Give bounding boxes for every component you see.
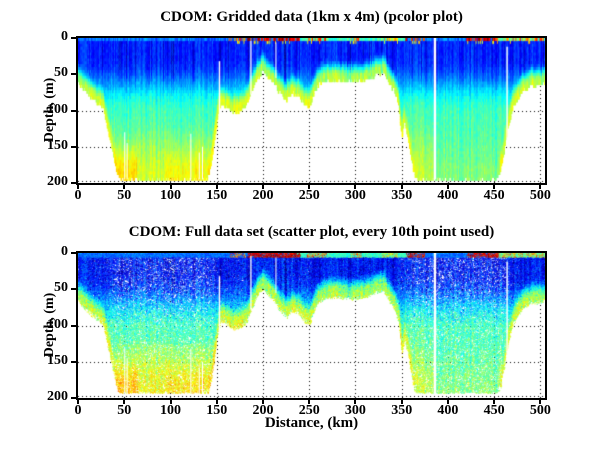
x-tick-label: 300 xyxy=(344,188,366,203)
x-tick-mark xyxy=(493,400,496,404)
y-tick-mark xyxy=(71,360,76,363)
x-tick-label: 400 xyxy=(437,188,459,203)
y-tick-label: 100 xyxy=(47,316,68,332)
x-tick-label: 100 xyxy=(160,188,181,203)
y-tick-mark xyxy=(71,73,76,76)
x-tick-label: 0 xyxy=(74,188,82,203)
x-tick-mark xyxy=(400,185,403,189)
x-tick-mark xyxy=(77,400,79,404)
x-axis-label: Distance, (km) xyxy=(264,415,359,431)
x-tick-mark xyxy=(169,400,172,404)
y-tick-label: 50 xyxy=(54,65,68,81)
x-tick-mark xyxy=(123,185,126,189)
x-tick-mark xyxy=(77,185,79,189)
top-plot-area xyxy=(76,36,547,185)
y-tick-mark xyxy=(71,109,76,112)
x-tick-mark xyxy=(354,400,357,404)
x-tick-mark xyxy=(262,185,264,189)
y-tick-mark xyxy=(71,324,76,327)
x-tick-mark xyxy=(446,185,449,189)
y-tick-mark xyxy=(71,397,76,399)
x-tick-label: 250 xyxy=(298,188,320,203)
y-tick-label: 0 xyxy=(61,244,68,259)
x-tick-label: 500 xyxy=(529,403,551,418)
x-tick-mark xyxy=(354,185,357,189)
x-tick-label: 0 xyxy=(74,403,82,418)
x-tick-label: 450 xyxy=(483,188,505,203)
x-tick-label: 50 xyxy=(117,403,132,418)
y-tick-label: 150 xyxy=(47,352,68,368)
y-tick-label: 50 xyxy=(54,280,68,296)
x-tick-mark xyxy=(446,400,449,404)
x-tick-label: 250 xyxy=(298,403,320,418)
x-tick-label: 350 xyxy=(391,403,413,418)
x-tick-mark xyxy=(400,400,403,404)
x-tick-label: 150 xyxy=(206,403,228,418)
x-tick-mark xyxy=(169,185,172,189)
y-tick-mark xyxy=(71,252,76,254)
y-tick-label: 100 xyxy=(47,101,68,117)
x-tick-mark xyxy=(308,185,311,189)
x-tick-label: 400 xyxy=(437,403,459,418)
x-tick-mark xyxy=(262,400,264,404)
top-plot-title: CDOM: Gridded data (1km x 4m) (pcolor pl… xyxy=(160,9,463,25)
x-tick-label: 500 xyxy=(529,188,551,203)
x-tick-mark xyxy=(539,185,542,189)
x-tick-mark xyxy=(123,400,126,404)
pcolor-plot-canvas xyxy=(78,38,545,183)
x-tick-label: 200 xyxy=(252,188,274,203)
y-tick-mark xyxy=(71,288,76,291)
x-tick-label: 450 xyxy=(483,403,505,418)
x-tick-label: 150 xyxy=(206,188,228,203)
y-tick-label: 150 xyxy=(47,137,68,153)
bottom-plot-area xyxy=(76,251,547,400)
x-tick-mark xyxy=(493,185,496,189)
bottom-plot-title: CDOM: Full data set (scatter plot, every… xyxy=(128,224,495,240)
x-tick-label: 50 xyxy=(117,188,132,203)
x-tick-mark xyxy=(215,185,218,189)
x-tick-label: 350 xyxy=(391,188,413,203)
y-tick-label: 200 xyxy=(47,174,68,189)
x-tick-mark xyxy=(539,400,542,404)
x-tick-label: 300 xyxy=(344,403,366,418)
y-tick-label: 0 xyxy=(61,29,68,44)
y-tick-label: 200 xyxy=(47,389,68,404)
x-tick-mark xyxy=(308,400,311,404)
y-tick-mark xyxy=(71,37,76,39)
y-tick-mark xyxy=(71,182,76,184)
x-tick-mark xyxy=(215,400,218,404)
scatter-plot-canvas xyxy=(78,253,545,398)
x-tick-label: 200 xyxy=(252,403,274,418)
x-tick-label: 100 xyxy=(160,403,181,418)
y-tick-mark xyxy=(71,145,76,148)
